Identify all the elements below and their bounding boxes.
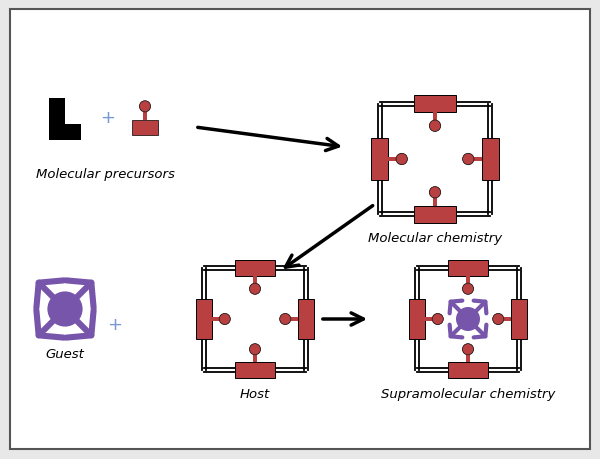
Circle shape <box>456 308 480 331</box>
Polygon shape <box>466 276 470 284</box>
Polygon shape <box>466 355 470 363</box>
Circle shape <box>463 344 473 355</box>
Text: +: + <box>101 109 116 127</box>
Bar <box>49 99 65 141</box>
Bar <box>49 125 81 141</box>
Bar <box>371 138 388 181</box>
Circle shape <box>250 344 260 355</box>
Text: Molecular precursors: Molecular precursors <box>35 168 175 180</box>
Text: Supramolecular chemistry: Supramolecular chemistry <box>381 387 555 400</box>
Circle shape <box>432 314 443 325</box>
Circle shape <box>493 314 504 325</box>
Bar <box>413 96 457 113</box>
Bar <box>143 112 147 120</box>
Bar <box>482 138 499 181</box>
Bar <box>298 299 314 340</box>
Text: Molecular chemistry: Molecular chemistry <box>368 231 502 245</box>
Circle shape <box>463 154 474 165</box>
Bar <box>235 363 275 378</box>
Circle shape <box>47 292 83 327</box>
Bar <box>511 299 527 340</box>
Polygon shape <box>253 276 257 284</box>
Bar <box>235 260 275 276</box>
Polygon shape <box>212 317 219 322</box>
Text: Host: Host <box>240 387 270 400</box>
Circle shape <box>430 187 440 198</box>
Circle shape <box>139 101 151 112</box>
Bar <box>409 299 425 340</box>
Polygon shape <box>433 198 437 206</box>
Polygon shape <box>425 317 432 322</box>
Polygon shape <box>253 355 257 363</box>
Text: +: + <box>107 315 122 333</box>
Circle shape <box>430 121 440 132</box>
Bar <box>196 299 212 340</box>
Bar <box>413 206 457 223</box>
Bar <box>448 260 488 276</box>
FancyBboxPatch shape <box>10 10 590 449</box>
Bar <box>132 120 158 135</box>
Polygon shape <box>291 317 298 322</box>
Polygon shape <box>388 157 396 162</box>
Text: Guest: Guest <box>46 347 85 360</box>
Circle shape <box>396 154 407 165</box>
Bar <box>448 363 488 378</box>
Polygon shape <box>504 317 511 322</box>
Circle shape <box>280 314 291 325</box>
Polygon shape <box>433 113 437 121</box>
Circle shape <box>463 284 473 295</box>
Circle shape <box>219 314 230 325</box>
Polygon shape <box>474 157 482 162</box>
Circle shape <box>250 284 260 295</box>
